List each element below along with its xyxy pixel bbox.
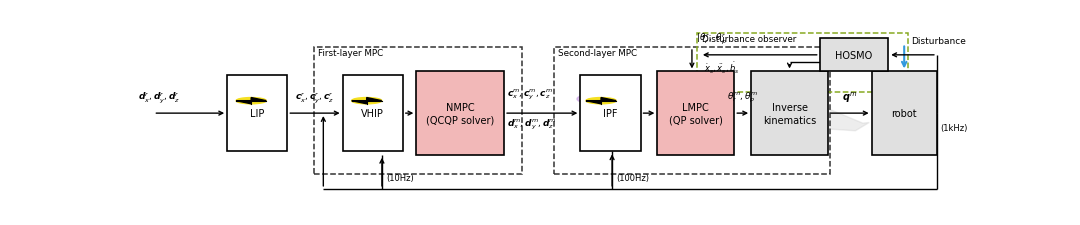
Text: (10Hz): (10Hz) [387,173,414,182]
Text: (100Hz): (100Hz) [617,173,649,182]
Bar [658,72,734,155]
Circle shape [577,93,637,106]
Text: $|\theta_r^r,\ \theta_p^r$: $|\theta_r^r,\ \theta_p^r$ [697,31,727,46]
Polygon shape [252,98,267,101]
Bar [554,48,829,174]
Text: $\boldsymbol{d}_x^m, \boldsymbol{d}_y^m, \boldsymbol{d}_z^m$: $\boldsymbol{d}_x^m, \boldsymbol{d}_y^m,… [508,117,557,131]
Text: $\boldsymbol{d}_x^r, \boldsymbol{d}_y^r, \boldsymbol{d}_z^r$: $\boldsymbol{d}_x^r, \boldsymbol{d}_y^r,… [137,90,179,105]
Text: Inverse
kinematics: Inverse kinematics [762,102,816,125]
Text: $\boldsymbol{c}_x^m, \boldsymbol{c}_y^m, \boldsymbol{c}_z^m$: $\boldsymbol{c}_x^m, \boldsymbol{c}_y^m,… [508,88,554,101]
Text: Disturbance observer: Disturbance observer [702,35,796,44]
Polygon shape [586,101,602,104]
Text: $\boldsymbol{c}_x^r, \boldsymbol{c}_y^r, \boldsymbol{c}_z^r$: $\boldsymbol{c}_x^r, \boldsymbol{c}_y^r,… [296,90,335,105]
Bar [872,72,936,155]
Bar [314,48,522,174]
Bar [751,72,828,155]
Polygon shape [602,98,616,101]
Bar [227,76,287,152]
Text: $\boldsymbol{q}^m$: $\boldsymbol{q}^m$ [842,91,858,105]
Text: robot: robot [891,109,917,119]
Text: (1kHz): (1kHz) [941,123,968,132]
Polygon shape [367,98,381,101]
Polygon shape [352,101,367,104]
Bar [698,34,908,93]
Circle shape [237,98,267,104]
Text: VHIP: VHIP [362,109,384,119]
Bar [580,76,640,152]
Text: $\theta_r^m, \theta_p^m$: $\theta_r^m, \theta_p^m$ [727,91,758,105]
Text: IPF: IPF [603,109,618,119]
Text: $\dot{x}_s, \ddot{x}_s, \dot{b}_s$: $\dot{x}_s, \ddot{x}_s, \dot{b}_s$ [704,60,740,75]
Text: LIP: LIP [249,109,265,119]
Text: LMPC
(QP solver): LMPC (QP solver) [669,102,723,125]
Bar [820,39,888,72]
Bar [416,72,504,155]
Polygon shape [237,101,252,104]
Text: NMPC
(QCQP solver): NMPC (QCQP solver) [426,102,495,125]
Text: Second-layer MPC: Second-layer MPC [557,49,637,58]
Text: First-layer MPC: First-layer MPC [319,49,383,58]
Circle shape [586,98,616,104]
Text: Disturbance: Disturbance [910,37,966,46]
FancyArrow shape [767,101,869,131]
Circle shape [352,98,381,104]
Text: HOSMO: HOSMO [835,51,873,61]
Bar [342,76,403,152]
